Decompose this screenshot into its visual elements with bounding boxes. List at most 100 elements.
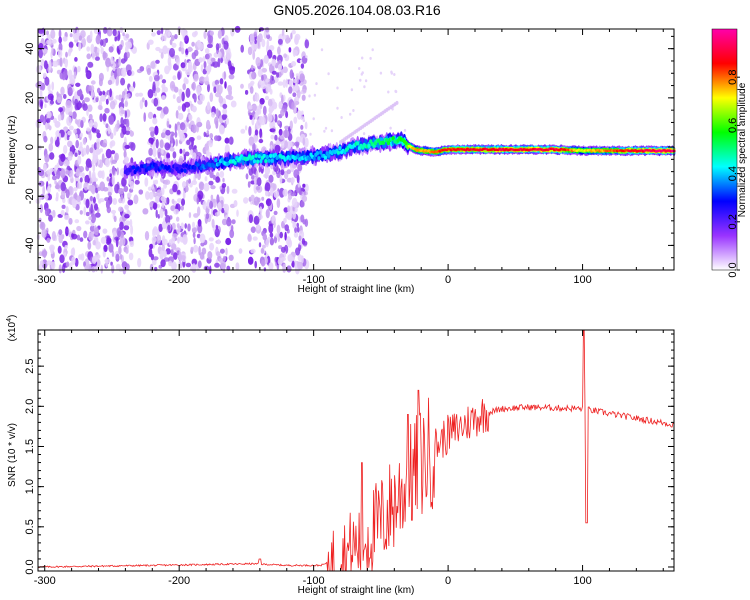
noise-blob	[284, 140, 288, 149]
noise-blob	[225, 94, 231, 100]
noise-blob	[105, 158, 110, 168]
noise-blob	[152, 258, 157, 266]
noise-blob	[39, 114, 45, 122]
noise-blob	[126, 41, 133, 49]
noise-blob	[206, 101, 211, 111]
noise-blob	[216, 251, 221, 257]
noise-blob	[121, 67, 127, 77]
noise-blob	[74, 57, 78, 62]
noise-blob	[119, 221, 124, 231]
noise-blob	[148, 137, 154, 144]
noise-blob	[206, 130, 210, 136]
noise-blob	[285, 236, 292, 246]
noise-blob	[120, 109, 126, 115]
noise-blob	[177, 71, 181, 80]
noise-blob	[215, 108, 219, 118]
noise-blob	[82, 103, 88, 111]
noise-blob	[172, 94, 176, 99]
noise-blob	[120, 77, 126, 86]
noise-blob	[39, 204, 43, 214]
noise-blob	[102, 113, 107, 122]
noise-blob	[82, 147, 87, 156]
noise-blob	[119, 240, 123, 247]
noise-blob	[76, 195, 82, 202]
noise-blob	[116, 167, 120, 176]
noise-blob	[205, 66, 210, 72]
noise-blob	[50, 136, 54, 145]
ridge-cell	[256, 159, 260, 164]
noise-blob	[219, 78, 224, 85]
noise-blob	[76, 225, 82, 232]
noise-blob	[231, 219, 236, 225]
noise-blob	[161, 220, 167, 230]
noise-blob	[259, 59, 264, 68]
noise-blob	[151, 236, 157, 244]
noise-blob	[165, 214, 171, 225]
noise-blob	[102, 228, 108, 234]
noise-blob	[129, 219, 133, 228]
noise-blob	[211, 207, 214, 217]
noise-blob	[180, 255, 186, 260]
noise-blob	[280, 109, 285, 117]
noise-blob	[191, 105, 197, 113]
noise-blob	[99, 113, 103, 122]
noise-blob	[228, 89, 232, 97]
noise-blob	[79, 210, 83, 215]
ridge-cell	[131, 165, 136, 170]
noise-blob	[209, 200, 214, 209]
noise-blob	[138, 92, 144, 97]
noise-blob	[39, 260, 44, 266]
noise-blob	[89, 225, 95, 233]
noise-blob	[168, 239, 173, 246]
noise-blob	[277, 38, 283, 45]
noise-blob	[292, 84, 296, 93]
noise-blob	[124, 213, 130, 219]
noise-blob	[172, 183, 178, 193]
noise-blob	[270, 134, 275, 140]
noise-blob	[291, 101, 295, 110]
ridge-cell	[273, 152, 278, 157]
noise-blob	[253, 215, 260, 225]
noise-blob	[100, 47, 104, 55]
noise-blob	[350, 88, 354, 92]
noise-blob	[208, 237, 214, 242]
noise-blob	[125, 33, 130, 39]
noise-blob	[57, 49, 63, 58]
noise-blob	[171, 42, 177, 48]
noise-blob	[118, 44, 123, 51]
noise-blob	[161, 95, 166, 100]
noise-blob	[172, 75, 177, 81]
noise-blob	[66, 135, 70, 141]
noise-blob	[304, 39, 310, 49]
noise-blob	[48, 125, 52, 131]
noise-blob	[68, 186, 72, 195]
noise-blob	[177, 198, 182, 203]
noise-blob	[223, 40, 229, 50]
noise-blob	[95, 97, 99, 103]
noise-blob	[58, 36, 62, 44]
noise-blob	[259, 206, 263, 215]
noise-blob	[159, 112, 165, 119]
colorbar-tick-label: 0.2	[727, 214, 739, 229]
noise-blob	[217, 202, 222, 210]
noise-blob	[92, 196, 96, 204]
noise-blob	[51, 38, 57, 44]
noise-blob	[269, 128, 276, 133]
noise-blob	[199, 94, 205, 102]
noise-blob	[112, 29, 117, 37]
noise-blob	[294, 100, 300, 105]
ridge-cell	[265, 154, 269, 160]
noise-blob	[155, 195, 160, 203]
noise-blob	[148, 75, 153, 82]
noise-blob	[115, 237, 119, 248]
noise-blob	[86, 185, 90, 190]
noise-blob	[116, 67, 122, 77]
noise-blob	[297, 261, 303, 270]
noise-blob	[182, 83, 186, 91]
noise-blob	[157, 214, 160, 219]
noise-blob	[101, 142, 107, 148]
noise-blob	[226, 218, 232, 227]
noise-blob	[76, 234, 81, 241]
noise-blob	[248, 214, 253, 224]
noise-blob	[358, 67, 361, 70]
